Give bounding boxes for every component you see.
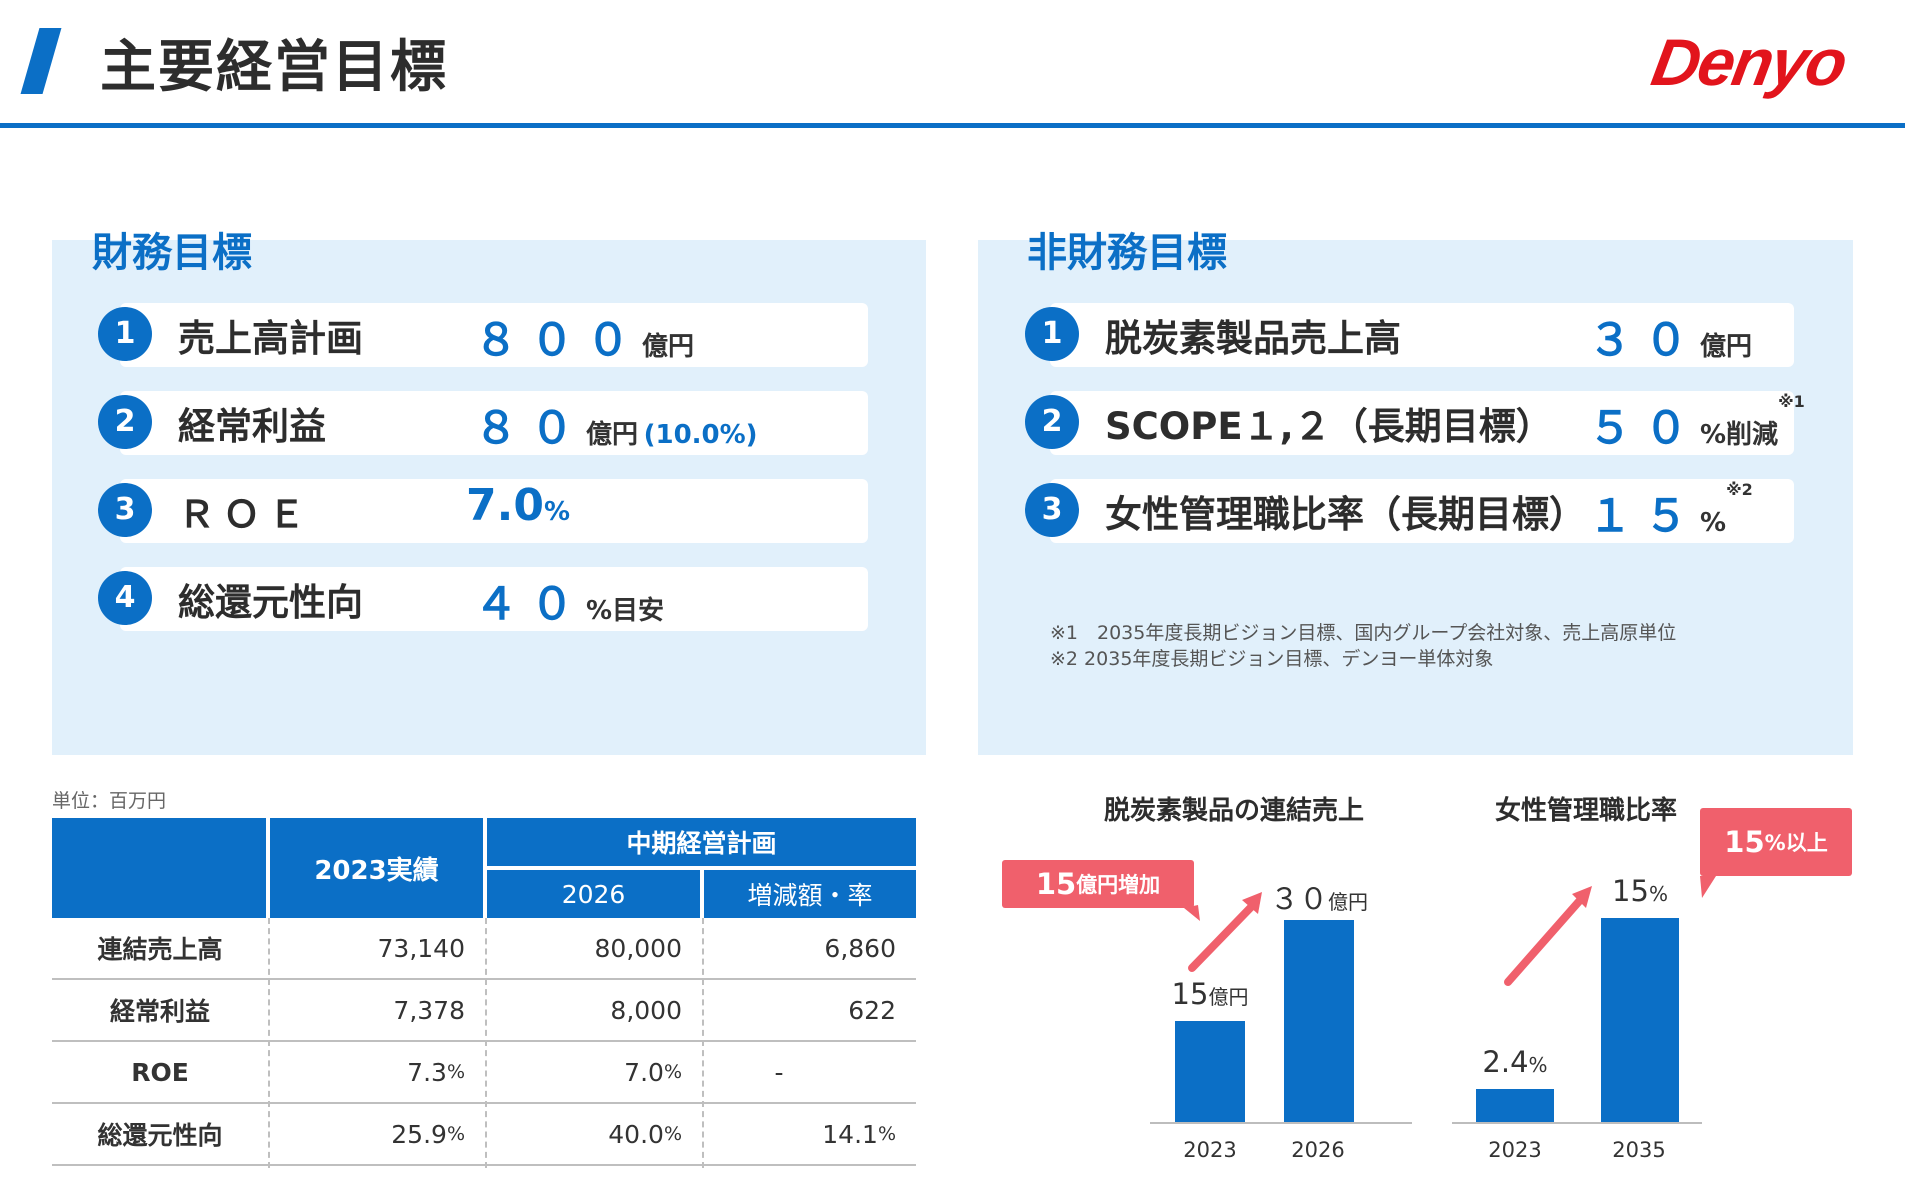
nonfinancial-item-value: ５０%削減※1 [1588,392,1805,454]
cell-2023: 7.3% [268,1042,485,1104]
target-callout: 15 %以上 [1700,808,1852,876]
financial-table: 2023実績 中期経営計画 2026 増減額・率 連結売上高 73,140 80… [52,818,916,1168]
number-badge: 3 [1025,483,1079,537]
bar-2026 [1284,920,1354,1122]
financial-item-label: ＲＯＥ [178,493,313,536]
cell-change: - [702,1042,916,1104]
x-axis [1452,1122,1702,1124]
row-label: 経常利益 [52,980,268,1042]
cell-2023: 7,378 [268,980,485,1042]
cell-2026: 80,000 [485,918,702,980]
bar-value-label: 15% [1612,874,1668,908]
row-label: 連結売上高 [52,918,268,980]
x-tick-label: 2035 [1612,1138,1666,1162]
increase-callout: 15 億円増加 [1002,860,1194,908]
nonfinancial-item-label: SCOPE１,２（長期目標） [1105,405,1553,448]
x-axis [1150,1122,1412,1124]
bar-2023 [1476,1089,1554,1122]
bar-value-label: ３０億円 [1269,882,1368,916]
number-badge: 2 [1025,395,1079,449]
header-midterm-plan: 中期経営計画 [487,818,916,866]
cell-change: 622 [702,980,916,1042]
cell-change: 14.1% [702,1104,916,1166]
financial-item-value: ４０%目安 [474,579,665,630]
financial-item-value: 7.0% [466,480,571,531]
cell-2023: 25.9% [268,1104,485,1166]
chart-title: 脱炭素製品の連結売上 [1104,796,1365,826]
financial-item-label: 経常利益 [178,405,326,448]
bar-value-label: 2.4% [1482,1045,1548,1080]
page-title: 主要経営目標 [100,35,448,100]
header-2023-actual: 2023実績 [270,818,483,918]
x-tick-label: 2023 [1488,1138,1542,1162]
bar-value-label: 15億円 [1171,977,1249,1011]
header-change: 増減額・率 [704,870,916,918]
row-label: 総還元性向 [52,1104,268,1166]
number-badge: 2 [98,395,152,449]
title-accent-bar [20,28,62,94]
row-label: ROE [52,1042,268,1104]
footnote-1: ※1 2035年度長期ビジョン目標、国内グループ会社対象、売上高原単位 [1050,622,1677,644]
footnotes: ※1 2035年度長期ビジョン目標、国内グループ会社対象、売上高原単位 ※2 2… [1050,620,1740,672]
nonfinancial-goals-title: 非財務目標 [1027,230,1227,276]
table-unit-label: 単位：百万円 [52,790,167,812]
cell-2023: 73,140 [268,918,485,980]
financial-item-value: ８０億円 (10.0%) [474,403,758,454]
nonfinancial-item-value: ３０億円 [1588,315,1753,366]
financial-item-label: 売上高計画 [178,317,363,360]
x-tick-label: 2023 [1183,1138,1237,1162]
table-corner-header [52,818,266,918]
bar-2035 [1601,918,1679,1122]
number-badge: 3 [98,483,152,537]
number-badge: 4 [98,571,152,625]
cell-2026: 8,000 [485,980,702,1042]
financial-goals-title: 財務目標 [92,230,252,276]
denyo-logo: Denyo [1646,25,1852,99]
financial-item-label: 総還元性向 [178,581,363,624]
financial-item-value: ８００億円 [474,315,695,366]
header-2026: 2026 [487,870,700,918]
nonfinancial-item-value: １５%※2 [1588,480,1753,542]
cell-2026: 40.0% [485,1104,702,1166]
nonfinancial-item-label: 女性管理職比率（長期目標） [1105,493,1586,536]
nonfinancial-item-label: 脱炭素製品売上高 [1105,317,1401,360]
number-badge: 1 [98,307,152,361]
number-badge: 1 [1025,307,1079,361]
footnote-2: ※2 2035年度長期ビジョン目標、デンヨー単体対象 [1050,648,1494,670]
cell-2026: 7.0% [485,1042,702,1104]
header-divider [0,123,1905,128]
cell-change: 6,860 [702,918,916,980]
bar-2023 [1175,1021,1245,1122]
chart-title: 女性管理職比率 [1495,796,1678,826]
x-tick-label: 2026 [1291,1138,1345,1162]
